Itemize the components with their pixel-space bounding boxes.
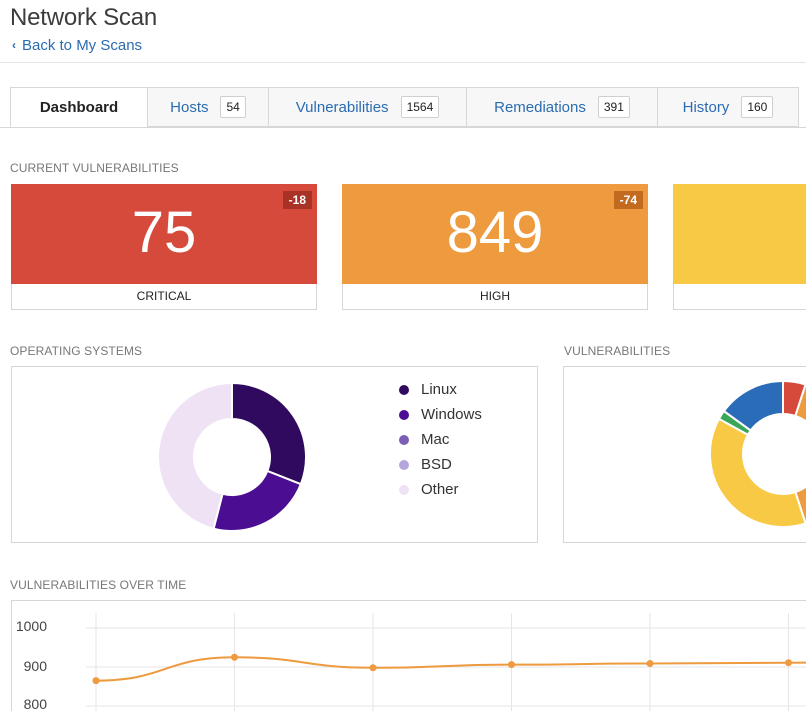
legend-label-mac: Mac (421, 431, 450, 448)
y-tick-900: 900 (23, 658, 47, 674)
vuln-donut-chart (709, 379, 806, 528)
legend-item-other[interactable]: Other (399, 481, 459, 498)
os-donut-chart (157, 381, 307, 532)
legend-dot-other (399, 484, 409, 495)
tab-remediations-label: Remediations (494, 98, 586, 116)
back-link-label: Back to My Scans (22, 37, 143, 54)
medium-count: 3 (674, 199, 806, 266)
legend-label-windows: Windows (421, 406, 482, 423)
series-point[interactable] (508, 661, 515, 669)
critical-band (11, 184, 317, 284)
back-link[interactable]: ‹ Back to My Scans (12, 37, 142, 54)
tab-vulnerabilities-count: 1564 (400, 96, 440, 118)
tab-vulnerabilities[interactable]: Vulnerabilities 1564 (268, 87, 467, 127)
critical-delta-badge: -18 (282, 191, 312, 209)
tab-history-label: History (682, 98, 730, 116)
tab-remediations-count: 391 (597, 96, 630, 118)
series-point[interactable] (231, 653, 238, 661)
tab-history[interactable]: History 160 (657, 87, 799, 127)
line-chart (86, 613, 806, 711)
critical-label: CRITICAL (136, 289, 192, 303)
critical-card[interactable]: 75 -18 CRITICAL (11, 184, 317, 310)
tab-history-count: 160 (741, 96, 774, 118)
series-point[interactable] (646, 659, 654, 667)
y-tick-1000: 1000 (15, 618, 47, 634)
os-other-slice[interactable] (157, 381, 233, 530)
os-windows-slice[interactable] (212, 469, 303, 532)
legend-item-bsd[interactable]: BSD (399, 456, 452, 473)
tab-dashboard[interactable]: Dashboard (10, 87, 148, 127)
tabs-underline (0, 127, 806, 128)
tab-remediations[interactable]: Remediations 391 (466, 87, 658, 127)
header-divider (0, 62, 806, 63)
os-linux-slice[interactable] (231, 381, 307, 486)
vuln-high-slice[interactable] (794, 383, 806, 525)
tab-bar: Dashboard Hosts 54 Vulnerabilities 1564 … (10, 87, 806, 127)
legend-item-linux[interactable]: Linux (399, 381, 457, 398)
vuln-medium-slice[interactable] (709, 417, 806, 528)
high-card[interactable]: 849 -74 HIGH (342, 184, 648, 310)
vulnerabilities-panel-title: VULNERABILITIES (564, 344, 671, 358)
vulnerabilities-panel-clip (563, 366, 806, 543)
legend-dot-mac (399, 434, 409, 445)
medium-band (673, 184, 806, 284)
medium-card-clip: 3 M (673, 184, 806, 310)
legend-label-other: Other (421, 481, 459, 498)
legend-item-mac[interactable]: Mac (399, 431, 449, 448)
y-tick-800: 800 (23, 696, 47, 711)
vulnerabilities-panel (563, 366, 806, 543)
legend-dot-windows (399, 409, 409, 420)
page-title: Network Scan (10, 4, 157, 31)
legend-label-linux: Linux (421, 381, 457, 398)
tab-vulnerabilities-label: Vulnerabilities (295, 98, 389, 116)
high-band (342, 184, 648, 284)
chevron-left-icon: ‹ (12, 37, 16, 52)
operating-systems-panel: Linux Windows Mac BSD Other (11, 366, 538, 543)
high-delta-badge: -74 (613, 191, 643, 209)
series-point[interactable] (785, 659, 792, 667)
tab-hosts-count: 54 (220, 96, 246, 118)
tab-hosts[interactable]: Hosts 54 (147, 87, 269, 127)
legend-dot-linux (399, 384, 409, 395)
tab-dashboard-label: Dashboard (39, 98, 119, 116)
tab-hosts-label: Hosts (170, 98, 209, 116)
current-vulnerabilities-title: CURRENT VULNERABILITIES (10, 161, 179, 175)
medium-label: M (674, 289, 806, 303)
legend-label-bsd: BSD (421, 456, 452, 473)
operating-systems-title: OPERATING SYSTEMS (10, 344, 143, 358)
high-label: HIGH (480, 289, 510, 303)
legend-dot-bsd (399, 459, 409, 470)
series-line (95, 656, 806, 682)
medium-card[interactable]: 3 M (673, 184, 806, 310)
high-count: 849 (446, 200, 544, 265)
series-point[interactable] (92, 677, 100, 685)
critical-count: 75 (131, 200, 197, 265)
vulns-over-time-clip: 1000 900 800 (11, 600, 806, 711)
vuln-info-slice[interactable] (722, 379, 784, 432)
series-point[interactable] (369, 664, 377, 672)
legend-item-windows[interactable]: Windows (399, 406, 482, 423)
vulns-over-time-panel: 1000 900 800 (11, 600, 806, 711)
vulns-over-time-title: VULNERABILITIES OVER TIME (10, 578, 187, 592)
